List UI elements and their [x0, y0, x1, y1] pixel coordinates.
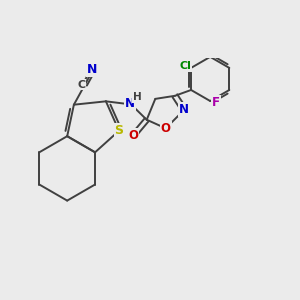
Text: N: N	[179, 103, 189, 116]
Text: S: S	[115, 124, 124, 137]
Text: O: O	[161, 122, 171, 135]
Text: F: F	[212, 96, 220, 109]
Text: N: N	[87, 63, 98, 76]
Text: N: N	[125, 97, 135, 110]
Text: H: H	[133, 92, 142, 102]
Text: O: O	[128, 129, 138, 142]
Text: C: C	[77, 80, 86, 89]
Text: Cl: Cl	[180, 61, 191, 71]
